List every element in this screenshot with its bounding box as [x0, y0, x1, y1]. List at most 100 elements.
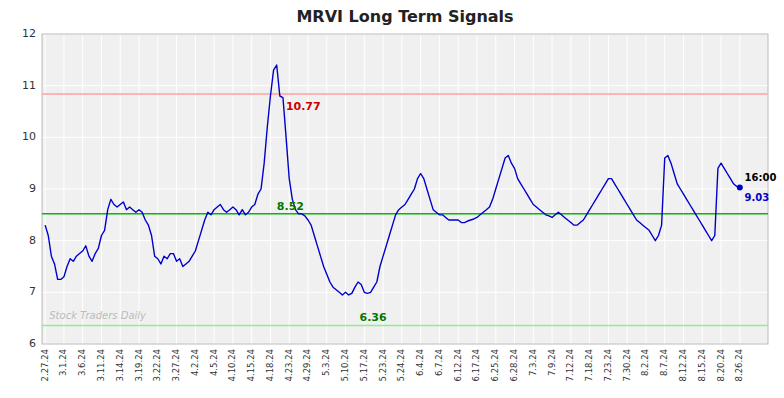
- grid-line-x: [289, 34, 290, 344]
- end-dot: [737, 184, 743, 190]
- x-tick-label: 5.17.24: [359, 349, 369, 381]
- x-tick-label: 3.1.24: [58, 349, 68, 376]
- x-tick-label: 3.11.24: [96, 349, 106, 381]
- x-tick-label: 6.4.24: [415, 349, 425, 376]
- x-tick-label: 5.10.24: [340, 349, 350, 381]
- x-tick-label: 5.23.24: [378, 349, 388, 381]
- grid-line-x: [552, 34, 553, 344]
- x-tick-label: 7.9.24: [547, 349, 557, 376]
- y-tick-label: 9: [29, 182, 36, 195]
- grid-line-x: [570, 34, 571, 344]
- grid-line-x: [364, 34, 365, 344]
- grid-line-x: [120, 34, 121, 344]
- x-tick-label: 6.17.24: [471, 349, 481, 381]
- grid-line-y: [42, 189, 768, 190]
- x-tick-label: 8.7.24: [659, 349, 669, 376]
- grid-line-x: [458, 34, 459, 344]
- grid-line-x: [307, 34, 308, 344]
- watermark: Stock Traders Daily: [49, 310, 147, 321]
- grid-line-x: [476, 34, 477, 344]
- annotation: 6.36: [360, 311, 387, 324]
- reference-line: [42, 325, 768, 327]
- grid-line-y: [42, 292, 768, 293]
- x-tick-label: 4.2.24: [190, 349, 200, 376]
- x-tick-label: 7.12.24: [565, 349, 575, 381]
- reference-line: [42, 93, 768, 95]
- grid-line-x: [627, 34, 628, 344]
- x-tick-label: 7.3.24: [528, 349, 538, 376]
- x-tick-label: 6.7.24: [434, 349, 444, 376]
- reference-line: [42, 213, 768, 215]
- y-tick-label: 6: [29, 337, 36, 350]
- y-tick-label: 10: [22, 130, 36, 143]
- x-tick-label: 4.5.24: [209, 349, 219, 376]
- x-tick-label: 8.12.24: [678, 349, 688, 381]
- grid-line-x: [214, 34, 215, 344]
- grid-line-x: [721, 34, 722, 344]
- annotation: 8.52: [277, 200, 304, 213]
- grid-line-x: [232, 34, 233, 344]
- x-tick-label: 5.24.24: [396, 349, 406, 381]
- x-tick-label: 6.12.24: [453, 349, 463, 381]
- x-tick-label: 8.15.24: [697, 349, 707, 381]
- y-tick-label: 7: [29, 285, 36, 298]
- plot-frame: [42, 34, 768, 344]
- x-tick-label: 4.23.24: [284, 349, 294, 381]
- x-tick-label: 4.10.24: [227, 349, 237, 381]
- grid-line-x: [664, 34, 665, 344]
- y-tick-label: 12: [22, 27, 36, 40]
- grid-line-x: [702, 34, 703, 344]
- grid-line-x: [383, 34, 384, 344]
- grid-line-x: [176, 34, 177, 344]
- annotation: 16:00: [745, 172, 777, 183]
- plot-area: [42, 65, 768, 325]
- x-tick-label: 7.18.24: [584, 349, 594, 381]
- grid-line-x: [683, 34, 684, 344]
- grid-line-x: [589, 34, 590, 344]
- x-tick-label: 6.25.24: [490, 349, 500, 381]
- grid-line-x: [420, 34, 421, 344]
- grid-line-x: [101, 34, 102, 344]
- x-tick-label: 8.26.24: [734, 349, 744, 381]
- y-tick-label: 8: [29, 234, 36, 247]
- x-tick-label: 3.6.24: [77, 349, 87, 376]
- grid-line-x: [533, 34, 534, 344]
- grid-line-x: [645, 34, 646, 344]
- x-tick-label: 7.30.24: [622, 349, 632, 381]
- grid-line-x: [195, 34, 196, 344]
- grid-line-y: [42, 240, 768, 241]
- grid-line-x: [608, 34, 609, 344]
- grid-line-x: [401, 34, 402, 344]
- grid-line-y: [42, 137, 768, 138]
- grid-line-x: [63, 34, 64, 344]
- chart: 67891011122.27.243.1.243.6.243.11.243.14…: [0, 0, 784, 398]
- grid-line-x: [514, 34, 515, 344]
- grid-line-x: [82, 34, 83, 344]
- x-tick-label: 6.28.24: [509, 349, 519, 381]
- plot-background: [42, 34, 768, 344]
- price-line: [45, 65, 740, 295]
- annotation: 9.03: [745, 192, 770, 203]
- x-tick-label: 5.3.24: [321, 349, 331, 376]
- grid-line-x: [439, 34, 440, 344]
- grid-line-x: [45, 34, 46, 344]
- x-tick-label: 3.22.24: [152, 349, 162, 381]
- x-tick-label: 4.18.24: [265, 349, 275, 381]
- grid-line-x: [157, 34, 158, 344]
- x-tick-label: 3.14.24: [115, 349, 125, 381]
- x-tick-label: 8.20.24: [716, 349, 726, 381]
- grid-line-x: [270, 34, 271, 344]
- x-tick-label: 4.15.24: [246, 349, 256, 381]
- x-tick-label: 8.2.24: [640, 349, 650, 376]
- x-tick-label: 4.29.24: [302, 349, 312, 381]
- annotation: 10.77: [286, 100, 321, 113]
- x-tick-label: 7.23.24: [603, 349, 613, 381]
- x-tick-label: 2.27.24: [40, 349, 50, 381]
- grid-line-x: [326, 34, 327, 344]
- grid-line-y: [42, 85, 768, 86]
- title: MRVI Long Term Signals: [296, 7, 513, 26]
- grid-line-x: [345, 34, 346, 344]
- grid-line-x: [251, 34, 252, 344]
- x-tick-label: 3.27.24: [171, 349, 181, 381]
- x-tick-label: 3.19.24: [134, 349, 144, 381]
